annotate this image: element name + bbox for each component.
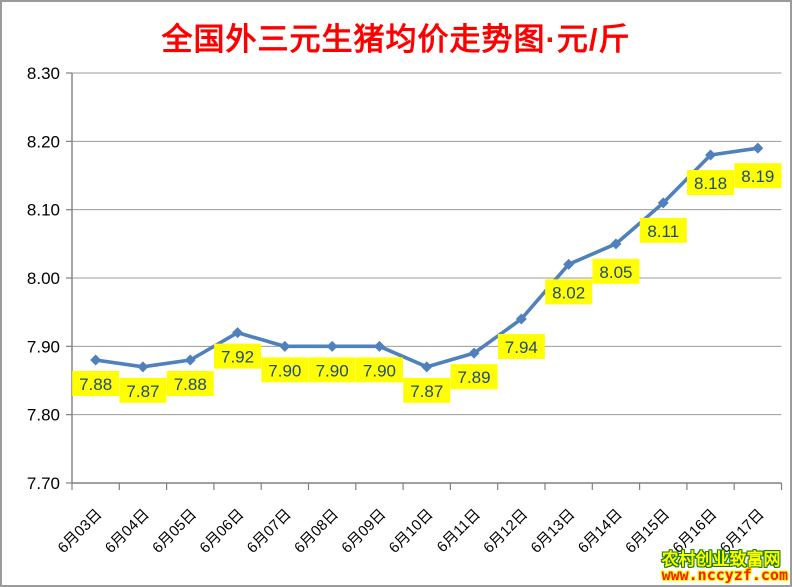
watermark-site-name: 农村创业致富网: [661, 550, 781, 569]
data-point-marker: [184, 354, 196, 366]
series-line: [93, 146, 760, 369]
data-point-marker: [515, 313, 527, 325]
data-label-box: [403, 377, 451, 403]
y-axis-label: 8.30: [27, 64, 60, 83]
data-label-box: [214, 343, 262, 369]
y-axis-label: 7.70: [27, 474, 60, 493]
chart-title: 全国外三元生猪均价走势图·元/斤: [161, 22, 631, 57]
data-label-box: [450, 364, 498, 390]
data-point-marker: [232, 327, 244, 339]
x-axis-label: 6月12日: [480, 506, 531, 557]
x-axis-label: 6月05日: [149, 506, 200, 557]
data-label-value: 8.02: [552, 283, 585, 302]
data-label-value: 8.11: [647, 222, 679, 241]
data-point-marker: [373, 340, 385, 352]
data-label-box: [687, 170, 735, 195]
data-label-box: [592, 258, 640, 284]
data-label-value: 7.92: [221, 348, 254, 367]
x-axis-label: 6月08日: [291, 506, 342, 557]
x-axis-label: 6月14日: [575, 506, 626, 557]
data-point-marker: [610, 238, 622, 250]
data-label-value: 7.90: [363, 361, 396, 380]
y-axis-label: 7.80: [27, 406, 60, 425]
x-axis-label: 6月07日: [244, 506, 295, 557]
x-axis-label: 6月03日: [55, 506, 106, 557]
data-label-box: [308, 357, 356, 383]
data-label-value: 7.94: [505, 338, 538, 357]
data-point-marker: [752, 142, 764, 154]
data-label-box: [166, 371, 214, 396]
data-point-marker: [421, 361, 433, 373]
y-axis-label: 8.00: [27, 269, 60, 288]
data-label-value: 7.88: [174, 375, 207, 394]
data-label-box: [261, 357, 309, 383]
y-axis-label: 7.90: [27, 337, 60, 356]
data-label-box: [639, 217, 687, 243]
y-axis-label: 8.10: [27, 201, 60, 220]
x-axis-label: 6月11日: [434, 506, 484, 556]
data-label-value: 7.89: [458, 368, 491, 387]
data-label-value: 7.87: [410, 382, 443, 401]
data-label-box: [119, 377, 167, 403]
x-axis-label: 6月04日: [102, 506, 153, 557]
data-label-value: 7.90: [316, 361, 349, 380]
data-label-value: 8.18: [694, 174, 727, 193]
data-point-marker: [563, 258, 575, 270]
x-axis-label: 6月06日: [196, 506, 247, 557]
data-point-marker: [326, 340, 338, 352]
watermark: 农村创业致富网 www.nccyzf.com: [662, 551, 788, 583]
data-point-marker: [137, 361, 149, 373]
watermark-site-url: www.nccyzf.com: [661, 566, 788, 584]
data-label-box: [72, 371, 120, 396]
x-axis-label: 6月13日: [528, 506, 579, 557]
data-point-marker: [90, 354, 102, 366]
data-label-box: [497, 334, 545, 359]
y-axis-label: 8.20: [27, 132, 60, 151]
data-label-value: 8.05: [599, 263, 632, 282]
data-point-marker: [468, 347, 480, 359]
data-point-marker: [279, 340, 291, 352]
data-label-value: 7.90: [268, 361, 301, 380]
x-axis-label: 6月09日: [338, 506, 389, 557]
data-label-value: 8.19: [741, 167, 774, 186]
data-label-value: 7.88: [79, 375, 112, 394]
data-label-box: [355, 357, 403, 383]
x-axis-label: 6月10日: [386, 506, 437, 557]
data-point-marker: [657, 197, 669, 209]
data-label-box: [734, 163, 782, 189]
data-label-box: [545, 279, 593, 305]
data-point-marker: [705, 149, 717, 161]
data-label-value: 7.87: [126, 382, 159, 401]
